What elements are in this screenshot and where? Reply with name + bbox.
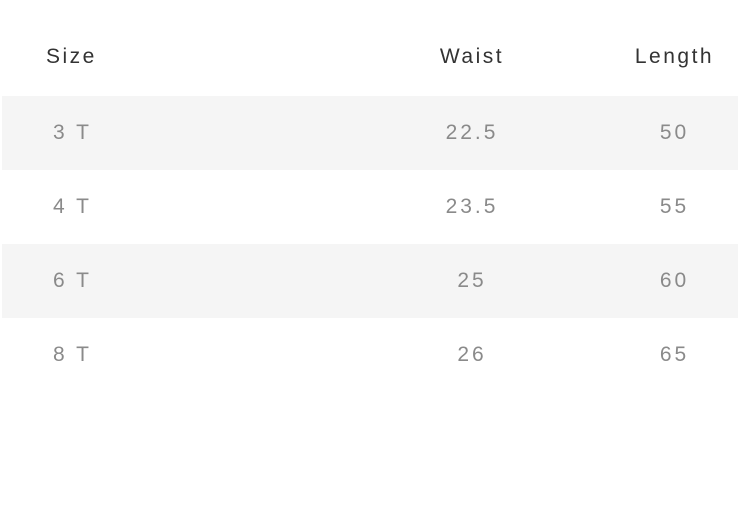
header-cell: Waist	[439, 45, 505, 68]
table-cell: 26	[457, 343, 487, 366]
table-cell: 3 T	[53, 121, 92, 144]
table-cell: 55	[659, 195, 690, 218]
header-cell: Size	[46, 45, 97, 68]
table-cell: 65	[659, 343, 690, 366]
table-row: 8 T 26 65	[2, 318, 738, 392]
table-cell: 25	[457, 269, 487, 292]
table-cell: 22.5	[445, 121, 499, 144]
table-cell: 60	[659, 269, 690, 292]
table-cell: 23.5	[445, 195, 499, 218]
table-cell: 6 T	[53, 269, 92, 292]
table-row: 3 T 22.5 50	[2, 96, 738, 170]
table-cell: 50	[659, 121, 690, 144]
table-cell: 8 T	[53, 343, 92, 366]
header-row: Size Waist Length	[2, 20, 738, 94]
table-row: 4 T 23.5 55	[2, 170, 738, 244]
header-cell: Length	[634, 45, 715, 68]
table-row: 6 T 25 60	[2, 244, 738, 318]
table-cell: 4 T	[53, 195, 92, 218]
